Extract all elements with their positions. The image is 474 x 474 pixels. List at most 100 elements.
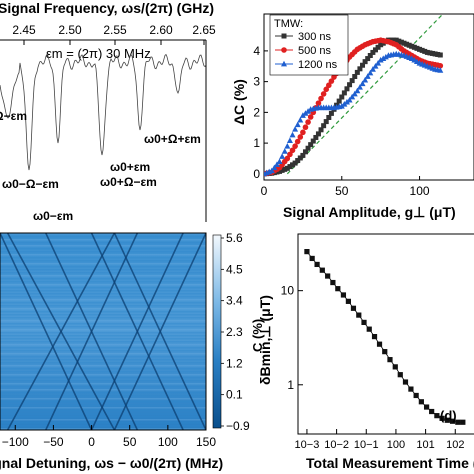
heatmap-stripe xyxy=(0,416,206,418)
panel-b-frame xyxy=(263,13,474,181)
top-tick-label: 2.50 xyxy=(58,23,82,37)
heatmap-stripe xyxy=(0,374,206,376)
heatmap-stripe xyxy=(0,413,206,415)
panel-c-x-label: Signal Detuning, ωs − ω0/(2π) (MHz) xyxy=(0,455,223,471)
data-point xyxy=(429,408,435,415)
series-2-point xyxy=(286,137,293,143)
heatmap-stripe xyxy=(0,245,206,247)
heatmap-stripe xyxy=(0,278,206,280)
heatmap-stripe xyxy=(0,353,206,355)
series-0-point xyxy=(328,110,334,116)
series-0-point xyxy=(404,41,410,47)
data-point xyxy=(423,404,430,410)
heatmap-stripe xyxy=(0,260,206,262)
legend-title: TMW: xyxy=(274,18,303,30)
data-point xyxy=(455,419,461,425)
peak-label: ω0−εm xyxy=(33,209,73,223)
series-0-point xyxy=(323,119,329,125)
series-2-point xyxy=(359,80,366,87)
series-0-point xyxy=(292,160,298,166)
colorbar-tick-label: 2.3 xyxy=(226,325,243,339)
series-2-point xyxy=(276,158,283,164)
data-point xyxy=(325,273,331,279)
data-point xyxy=(434,413,440,419)
legend-label: 300 ns xyxy=(298,31,332,43)
series-2-point xyxy=(369,66,376,72)
panel-b-legend: TMW: 300 ns 500 ns 1200 ns xyxy=(269,14,349,76)
heatmap-stripe xyxy=(0,320,206,322)
series-0-point xyxy=(391,37,397,43)
data-point xyxy=(418,399,424,405)
heatmap-stripe xyxy=(0,401,206,403)
data-point xyxy=(335,286,341,292)
series-2-point xyxy=(351,90,358,97)
heatmap-stripe xyxy=(0,392,206,394)
x-tick-label: 50 xyxy=(123,435,137,449)
heatmap-stripe xyxy=(0,395,206,397)
panel-a-annotation: εm = (2π) 30 MHz xyxy=(46,46,151,61)
series-0-point xyxy=(287,164,293,170)
series-1-point xyxy=(305,119,311,125)
data-point xyxy=(392,364,398,370)
series-0-point xyxy=(339,94,345,100)
legend-label: 1200 ns xyxy=(298,59,338,71)
series-1-point xyxy=(300,129,306,136)
heatmap-stripe xyxy=(0,275,206,277)
data-point xyxy=(413,392,419,399)
data-point xyxy=(402,379,409,385)
series-0-point xyxy=(347,82,353,88)
heatmap-stripe xyxy=(0,317,206,319)
panel-c: −100 −50 0 50 100 150 Signal Detuning, ωs − ω… xyxy=(0,231,265,471)
series-2-point xyxy=(292,126,299,132)
series-2-point xyxy=(268,167,275,174)
peak-label: ω0+εm xyxy=(110,160,150,174)
series-2-point xyxy=(346,96,353,103)
heatmap-stripe xyxy=(0,326,206,328)
data-point xyxy=(366,326,372,332)
series-0-point xyxy=(318,127,324,133)
series-0-point xyxy=(398,39,404,45)
x-tick-label: 0 xyxy=(88,435,95,449)
colorbar-tick-label: 5.6 xyxy=(226,231,243,245)
heatmap-stripe xyxy=(0,311,206,313)
series-1-point xyxy=(437,62,444,69)
data-point xyxy=(408,386,414,392)
panel-d-x-label: Total Measurement Time (s) xyxy=(306,455,474,471)
series-0-point xyxy=(424,49,430,55)
panel-d-fit-curve xyxy=(306,251,463,423)
resonance-line xyxy=(45,233,139,430)
peak-label: ω0−Ω−εm xyxy=(2,177,59,191)
heatmap-stripe xyxy=(0,266,206,268)
x-tick-label: 10−2 xyxy=(324,439,349,451)
heatmap-stripe xyxy=(0,263,206,265)
series-0-point xyxy=(279,167,285,173)
data-point xyxy=(444,417,450,423)
x-tick-label: 102 xyxy=(446,439,464,451)
series-0-point xyxy=(352,74,358,80)
series-0-point xyxy=(417,46,423,52)
series-1-point xyxy=(315,100,322,106)
series-1-point xyxy=(318,95,324,102)
series-0-point xyxy=(430,50,436,56)
heatmap-stripe xyxy=(0,380,206,382)
heatmap-stripe xyxy=(0,248,206,250)
series-0-point xyxy=(290,162,296,168)
series-0-point xyxy=(414,45,420,51)
series-1-point xyxy=(328,78,335,84)
heatmap-resonance-lines xyxy=(0,233,206,430)
panel-b-y-ticks: 0 1 2 3 4 xyxy=(253,44,268,181)
peak-label: ω0+Ω−εm xyxy=(100,175,157,189)
series-0-point xyxy=(282,166,288,172)
panel-b-fit-line xyxy=(286,14,444,175)
heatmap-stripe xyxy=(0,242,206,244)
series-1-point xyxy=(292,143,298,149)
data-point xyxy=(460,419,466,425)
series-2-point xyxy=(372,63,379,69)
series-2-point xyxy=(382,53,389,60)
panel-d-y-label: δBmin,⊥ (μT) xyxy=(257,295,273,385)
y-tick-label: 0 xyxy=(253,167,260,181)
series-0-point xyxy=(422,48,428,54)
series-0-point xyxy=(360,62,366,68)
series-2-point xyxy=(281,148,288,154)
